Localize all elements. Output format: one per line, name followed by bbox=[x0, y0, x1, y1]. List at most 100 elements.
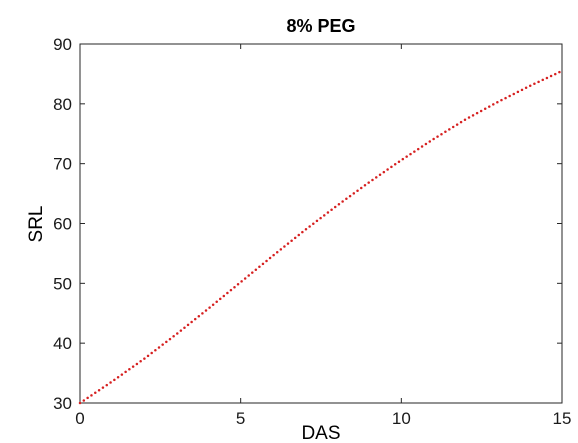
data-point bbox=[150, 351, 153, 355]
data-point bbox=[293, 236, 297, 240]
data-point bbox=[451, 125, 455, 129]
data-point bbox=[128, 368, 131, 371]
data-point bbox=[201, 312, 204, 315]
plot-area bbox=[79, 43, 563, 404]
data-point bbox=[448, 128, 451, 131]
data-point bbox=[124, 370, 127, 374]
data-point bbox=[467, 116, 471, 119]
data-point bbox=[382, 170, 386, 174]
data-point bbox=[131, 365, 135, 368]
data-point bbox=[512, 92, 516, 96]
data-point bbox=[323, 214, 326, 217]
data-point bbox=[554, 72, 557, 76]
data-point bbox=[97, 388, 101, 392]
y-axis-label: SRL bbox=[26, 206, 47, 243]
x-tick-label: 10 bbox=[392, 409, 411, 428]
data-point bbox=[528, 84, 532, 87]
data-point bbox=[504, 96, 507, 100]
data-point bbox=[352, 192, 356, 195]
data-point bbox=[393, 163, 397, 166]
data-point bbox=[193, 317, 197, 321]
data-point bbox=[290, 239, 293, 243]
data-point bbox=[283, 245, 286, 248]
data-point bbox=[463, 118, 467, 122]
data-point bbox=[308, 225, 311, 228]
data-point bbox=[541, 78, 544, 82]
data-point bbox=[397, 160, 401, 163]
data-point bbox=[146, 354, 150, 358]
data-point bbox=[105, 383, 108, 387]
data-point bbox=[444, 130, 447, 134]
data-point bbox=[211, 303, 215, 306]
data-point bbox=[113, 378, 116, 382]
data-point bbox=[304, 228, 308, 231]
data-point bbox=[261, 262, 265, 266]
data-point bbox=[157, 346, 161, 349]
x-tick-label: 5 bbox=[236, 409, 245, 428]
data-point bbox=[356, 189, 359, 192]
data-point bbox=[78, 401, 82, 405]
data-point bbox=[500, 98, 503, 102]
data-point bbox=[424, 142, 428, 146]
data-point bbox=[326, 211, 330, 214]
data-point bbox=[479, 109, 483, 113]
x-tick-label: 0 bbox=[75, 409, 84, 428]
x-axis: 0 5 10 15 bbox=[75, 44, 571, 428]
x-tick-label: 15 bbox=[553, 409, 572, 428]
data-point bbox=[345, 197, 348, 201]
data-point bbox=[139, 360, 142, 363]
data-point bbox=[94, 391, 97, 394]
data-point bbox=[215, 300, 218, 304]
data-point bbox=[279, 248, 283, 251]
data-point bbox=[197, 314, 201, 318]
data-point bbox=[301, 230, 304, 234]
data-point bbox=[413, 150, 416, 153]
y-axis: 30 40 50 60 70 80 90 bbox=[53, 35, 562, 413]
data-point bbox=[251, 271, 254, 274]
data-point bbox=[101, 386, 105, 389]
data-point bbox=[440, 132, 443, 136]
data-point bbox=[508, 94, 511, 98]
data-point bbox=[401, 157, 405, 161]
data-point bbox=[247, 274, 250, 277]
data-point bbox=[409, 152, 412, 156]
y-tick-label: 30 bbox=[53, 394, 72, 413]
data-point bbox=[337, 202, 341, 206]
data-point bbox=[265, 259, 268, 263]
data-point bbox=[226, 291, 229, 295]
data-point bbox=[258, 265, 261, 269]
data-point bbox=[90, 394, 93, 397]
data-point bbox=[165, 340, 168, 344]
data-point bbox=[161, 343, 164, 346]
data-point bbox=[312, 222, 315, 225]
data-point bbox=[432, 137, 435, 141]
data-point bbox=[436, 135, 439, 138]
data-point bbox=[416, 147, 420, 151]
chart-title: 8% PEG bbox=[286, 16, 355, 36]
data-point bbox=[116, 375, 120, 379]
data-point bbox=[360, 186, 363, 190]
data-point bbox=[236, 283, 240, 286]
data-point bbox=[190, 320, 193, 324]
data-point bbox=[219, 297, 222, 301]
data-point bbox=[348, 194, 352, 198]
data-point bbox=[208, 306, 211, 309]
data-point bbox=[558, 70, 561, 74]
data-point bbox=[333, 205, 337, 209]
data-point bbox=[537, 80, 540, 84]
data-point bbox=[229, 288, 233, 292]
data-point bbox=[240, 280, 243, 283]
y-tick-label: 60 bbox=[53, 215, 72, 234]
data-point bbox=[315, 219, 319, 223]
data-point bbox=[520, 88, 524, 92]
data-point bbox=[371, 178, 374, 182]
data-point bbox=[109, 381, 112, 384]
data-point bbox=[549, 74, 553, 78]
data-point bbox=[154, 349, 157, 352]
data-point bbox=[204, 309, 208, 312]
data-point bbox=[471, 114, 475, 117]
data-point bbox=[82, 399, 86, 402]
data-point bbox=[143, 357, 146, 360]
data-point bbox=[375, 176, 378, 179]
